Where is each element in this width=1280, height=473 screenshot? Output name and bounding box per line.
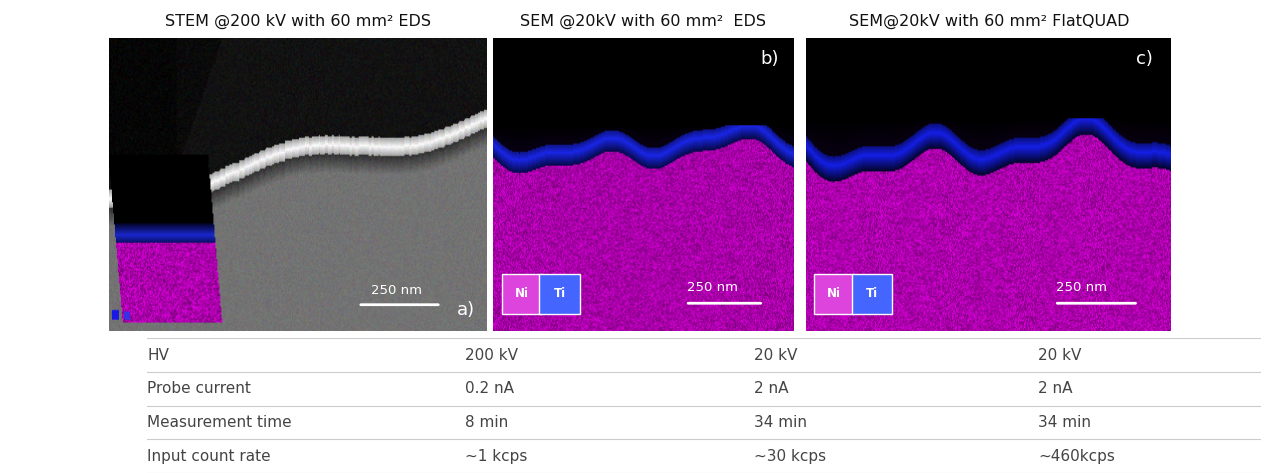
Text: 2 nA: 2 nA — [1038, 381, 1073, 396]
Text: 0.2 nA: 0.2 nA — [465, 381, 513, 396]
Text: HV: HV — [147, 348, 169, 362]
Text: 250 nm: 250 nm — [371, 284, 422, 298]
Text: 2 nA: 2 nA — [754, 381, 788, 396]
Text: ~460kcps: ~460kcps — [1038, 449, 1115, 464]
Text: SEM@20kV with 60 mm² FlatQUAD: SEM@20kV with 60 mm² FlatQUAD — [849, 14, 1129, 29]
Text: ~1 kcps: ~1 kcps — [465, 449, 527, 464]
Text: Input count rate: Input count rate — [147, 449, 271, 464]
Text: 20 kV: 20 kV — [754, 348, 797, 362]
Text: Ni: Ni — [827, 288, 841, 300]
Text: ~30 kcps: ~30 kcps — [754, 449, 826, 464]
Text: Probe current: Probe current — [147, 381, 251, 396]
Text: 34 min: 34 min — [754, 415, 808, 430]
Text: 250 nm: 250 nm — [687, 281, 737, 294]
Text: 8 min: 8 min — [465, 415, 508, 430]
FancyBboxPatch shape — [539, 274, 580, 314]
Text: Ti: Ti — [867, 288, 878, 300]
Text: SEM @20kV with 60 mm²  EDS: SEM @20kV with 60 mm² EDS — [520, 14, 767, 29]
FancyBboxPatch shape — [852, 274, 892, 314]
Text: b): b) — [760, 50, 778, 68]
Text: 250 nm: 250 nm — [1056, 281, 1107, 294]
FancyBboxPatch shape — [814, 274, 854, 314]
FancyBboxPatch shape — [502, 274, 543, 314]
Text: STEM @200 kV with 60 mm² EDS: STEM @200 kV with 60 mm² EDS — [165, 14, 430, 29]
Text: Ni: Ni — [515, 288, 529, 300]
Text: 34 min: 34 min — [1038, 415, 1091, 430]
Text: 20 kV: 20 kV — [1038, 348, 1082, 362]
Text: 200 kV: 200 kV — [465, 348, 517, 362]
Text: Ti: Ti — [553, 288, 566, 300]
Text: a): a) — [457, 301, 475, 319]
Text: Measurement time: Measurement time — [147, 415, 292, 430]
Text: c): c) — [1137, 50, 1153, 68]
